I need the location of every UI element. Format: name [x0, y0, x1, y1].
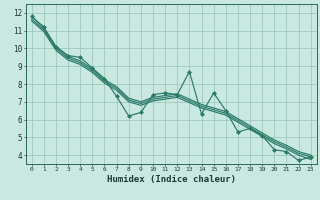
X-axis label: Humidex (Indice chaleur): Humidex (Indice chaleur): [107, 175, 236, 184]
